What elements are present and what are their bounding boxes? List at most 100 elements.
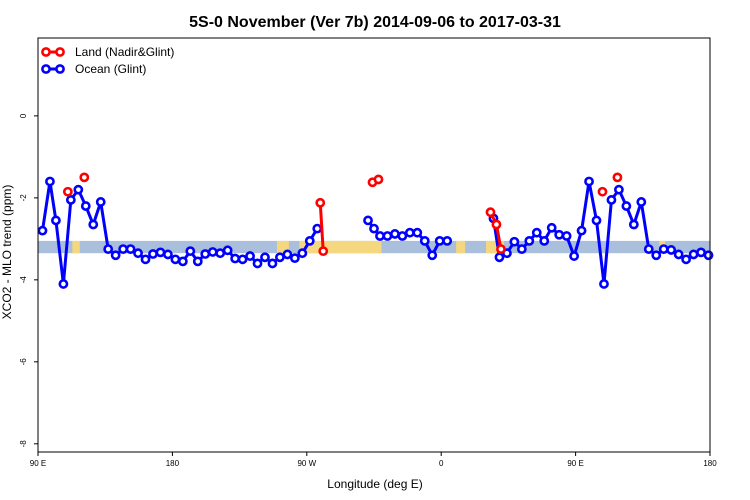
x-tick-label: 90 W <box>297 459 316 468</box>
legend-marker <box>41 47 51 57</box>
y-axis-label: XCO2 - MLO trend (ppm) <box>0 185 14 320</box>
data-point-ocean <box>192 256 203 267</box>
data-point-ocean <box>606 195 617 205</box>
data-point-ocean <box>118 244 129 254</box>
data-point-ocean <box>58 279 69 289</box>
data-point-ocean <box>397 231 408 241</box>
data-point-ocean <box>681 254 692 265</box>
legend-entry-ocean: Ocean (Glint) <box>41 62 146 76</box>
data-point-ocean <box>304 236 315 246</box>
data-point-ocean <box>237 254 248 265</box>
data-point-ocean <box>666 245 677 255</box>
data-point-ocean <box>591 215 602 226</box>
y-tick-label: 0 <box>19 113 28 118</box>
legend: Land (Nadir&Glint) Ocean (Glint) <box>41 45 174 76</box>
data-point-ocean <box>546 222 557 233</box>
data-point-ocean <box>404 227 415 238</box>
data-point-ocean <box>252 258 263 269</box>
x-tick-label: 90 E <box>30 459 46 468</box>
x-tick-label: 180 <box>703 459 717 468</box>
y-tick-label: -4 <box>19 276 28 284</box>
series-line-ocean <box>491 179 710 286</box>
data-point-ocean <box>382 231 393 241</box>
data-point-ocean <box>125 244 136 254</box>
data-point-ocean <box>434 236 445 246</box>
data-point-ocean <box>390 229 400 239</box>
data-point-ocean <box>539 236 550 246</box>
data-point-ocean <box>673 249 684 260</box>
data-point-ocean <box>554 229 565 240</box>
data-point-ocean <box>643 244 654 254</box>
data-point-ocean <box>369 223 379 234</box>
data-point-ocean <box>245 251 255 261</box>
data-point-ocean <box>658 244 669 254</box>
data-point-ocean <box>621 201 632 211</box>
data-point-ocean <box>267 258 278 269</box>
data-point-ocean <box>628 219 639 230</box>
data-point-ocean <box>494 252 505 263</box>
data-point-ocean <box>222 245 233 256</box>
data-point-land <box>79 172 90 183</box>
data-point-ocean <box>312 223 323 234</box>
data-point-land <box>597 186 608 197</box>
data-point-ocean <box>140 254 151 265</box>
data-point-land <box>62 186 73 197</box>
legend-label: Land (Nadir&Glint) <box>75 45 174 59</box>
data-point-ocean <box>51 215 61 226</box>
data-point-ocean <box>531 227 542 238</box>
data-point-ocean <box>200 249 211 259</box>
data-point-ocean <box>177 256 188 267</box>
data-point-ocean <box>260 252 270 263</box>
data-point-ocean <box>561 231 572 241</box>
plot-series <box>37 172 714 289</box>
data-point-ocean <box>442 236 453 246</box>
data-point-ocean <box>65 195 76 205</box>
data-point-ocean <box>95 197 106 207</box>
data-point-ocean <box>88 219 99 230</box>
data-point-ocean <box>412 227 423 238</box>
legend-marker <box>41 64 51 74</box>
data-point-ocean <box>110 250 121 261</box>
data-point-ocean <box>215 248 226 259</box>
data-point-ocean <box>576 225 587 236</box>
data-point-ocean <box>651 250 662 261</box>
chart-title: 5S-0 November (Ver 7b) 2014-09-06 to 201… <box>189 14 561 31</box>
y-tick-label: -8 <box>19 440 28 448</box>
data-point-ocean <box>516 244 527 254</box>
data-point-ocean <box>696 247 706 258</box>
y-tick-label: -2 <box>19 194 28 202</box>
data-point-ocean <box>163 249 173 260</box>
land-band-segment <box>72 240 80 254</box>
x-tick-label: 90 E <box>567 459 583 468</box>
axes: 90 E 180 90 W 0 90 E 180 0 -2 -4 -6 -8 <box>19 113 717 468</box>
data-point-ocean <box>427 250 438 261</box>
data-point-land <box>373 174 384 185</box>
data-point-ocean <box>207 247 218 257</box>
series-line-ocean <box>40 179 319 286</box>
legend-marker <box>55 47 65 57</box>
data-point-ocean <box>289 253 300 264</box>
x-tick-label: 180 <box>166 459 180 468</box>
data-point-ocean <box>524 236 535 246</box>
data-point-ocean <box>636 197 647 207</box>
data-point-ocean <box>73 184 84 195</box>
data-point-land <box>485 207 496 218</box>
data-point-land <box>315 197 326 208</box>
data-point-ocean <box>688 249 699 260</box>
legend-marker <box>55 64 65 74</box>
land-band-segment <box>456 240 466 254</box>
data-point-land <box>491 219 502 230</box>
series-land <box>62 172 623 257</box>
x-tick-label: 0 <box>439 459 444 468</box>
data-point-ocean <box>599 279 609 289</box>
series-ocean <box>37 176 714 289</box>
data-point-ocean <box>419 236 430 246</box>
data-point-ocean <box>148 249 158 259</box>
data-point-ocean <box>170 254 181 265</box>
data-point-ocean <box>80 201 91 211</box>
data-point-ocean <box>230 253 241 264</box>
series-line-land <box>318 202 325 252</box>
data-point-ocean <box>297 248 308 259</box>
data-point-land <box>318 246 329 257</box>
